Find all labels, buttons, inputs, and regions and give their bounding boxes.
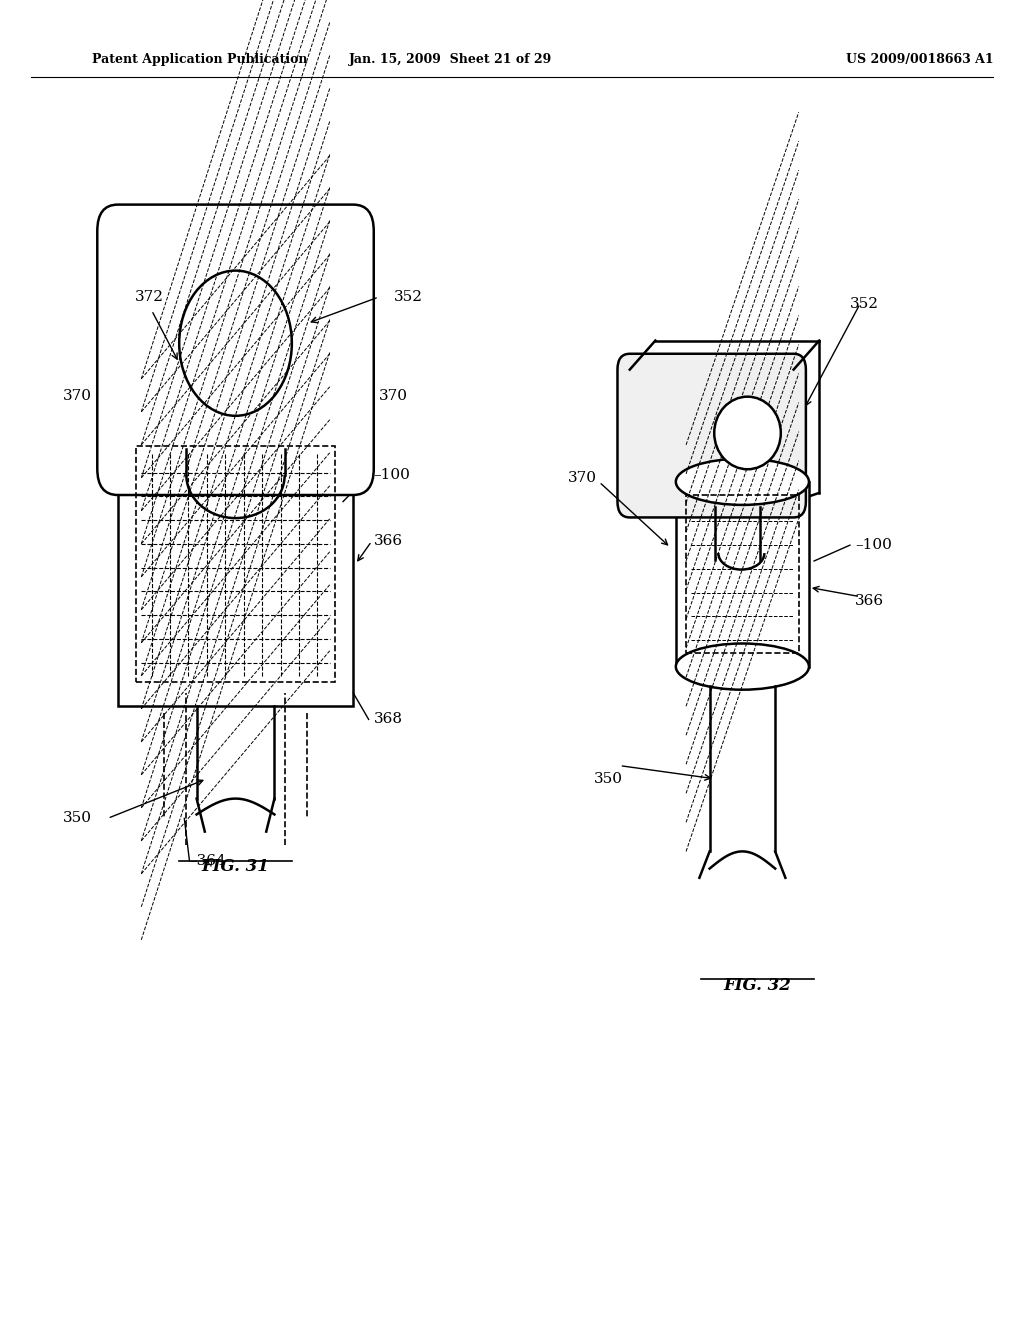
Bar: [136, 446, 335, 682]
Text: 350: 350: [63, 812, 92, 825]
Text: –364: –364: [189, 854, 226, 867]
Text: 366: 366: [855, 594, 884, 607]
Text: 370: 370: [568, 471, 597, 484]
Text: 350: 350: [594, 772, 623, 785]
Bar: [676, 482, 809, 667]
Text: –100: –100: [855, 539, 892, 552]
Text: 372: 372: [135, 290, 164, 304]
Text: Jan. 15, 2009  Sheet 21 of 29: Jan. 15, 2009 Sheet 21 of 29: [349, 53, 552, 66]
FancyBboxPatch shape: [97, 205, 374, 495]
Text: –100: –100: [374, 469, 411, 482]
FancyBboxPatch shape: [617, 354, 806, 517]
Text: 352: 352: [394, 290, 423, 304]
Text: FIG. 32: FIG. 32: [724, 977, 792, 994]
Bar: [118, 422, 353, 706]
Ellipse shape: [715, 397, 781, 470]
Text: 370: 370: [63, 388, 92, 403]
Text: 366: 366: [374, 535, 402, 548]
Bar: [686, 495, 799, 653]
Text: Patent Application Publication: Patent Application Publication: [92, 53, 307, 66]
Text: 370: 370: [379, 388, 408, 403]
Text: 368: 368: [374, 713, 402, 726]
Ellipse shape: [676, 644, 809, 689]
Ellipse shape: [676, 458, 809, 504]
Text: 352: 352: [850, 297, 879, 310]
Text: FIG. 31: FIG. 31: [202, 858, 269, 875]
Text: US 2009/0018663 A1: US 2009/0018663 A1: [846, 53, 993, 66]
Circle shape: [179, 271, 292, 416]
